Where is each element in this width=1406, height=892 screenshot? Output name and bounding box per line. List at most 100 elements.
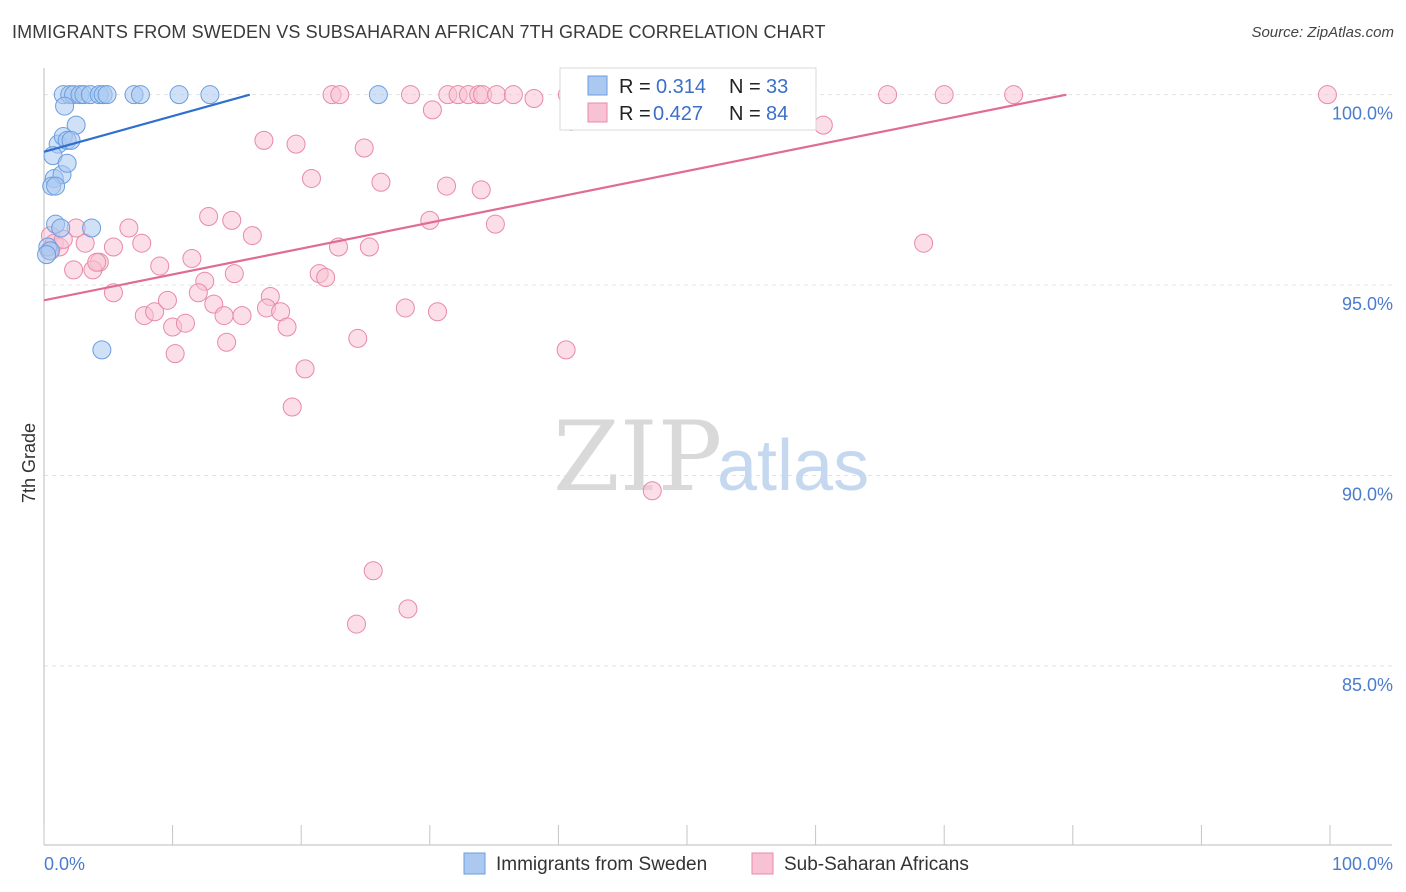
point-subsaharan [401, 85, 421, 105]
point-subsaharan [157, 290, 177, 310]
point-subsaharan [165, 344, 185, 364]
point-subsaharan [119, 218, 139, 238]
watermark-zip: ZIP [553, 401, 722, 513]
point-subsaharan [471, 180, 491, 200]
point-subsaharan [199, 207, 219, 227]
point-subsaharan [642, 481, 662, 501]
point-subsaharan [316, 267, 336, 287]
point-subsaharan [175, 313, 195, 333]
point-subsaharan [398, 599, 418, 619]
point-subsaharan [150, 256, 170, 276]
trend-line-subsaharan [43, 93, 1067, 302]
point-sweden [57, 153, 77, 173]
point-subsaharan [437, 176, 457, 196]
point-subsaharan [395, 298, 415, 318]
legend-swatch-subsaharan [587, 102, 608, 123]
point-subsaharan [182, 248, 202, 268]
legend-r-label-subsaharan: R = [619, 103, 651, 125]
point-subsaharan [188, 283, 208, 303]
axes [43, 68, 1392, 846]
point-subsaharan [295, 359, 315, 379]
tick-labels: 85.0% 90.0% 95.0% 100.0% 0.0% 100.0% [44, 104, 1393, 874]
point-subsaharan [485, 214, 505, 234]
y-tick-label: 95.0% [1342, 294, 1393, 314]
point-subsaharan [145, 302, 165, 322]
gridlines [44, 94, 1392, 667]
y-tick-label: 85.0% [1342, 675, 1393, 695]
trend-line-sweden [43, 93, 251, 153]
chart-title: IMMIGRANTS FROM SWEDEN VS SUBSAHARAN AFR… [12, 22, 826, 42]
point-sweden [46, 176, 66, 196]
point-sweden [55, 96, 75, 116]
point-sweden [169, 85, 189, 105]
bottom-legend-swatch-subsaharan [751, 852, 774, 875]
point-sweden [97, 85, 117, 105]
point-sweden [37, 245, 57, 265]
chart-source: Source: ZipAtlas.com [1251, 24, 1394, 41]
point-subsaharan [301, 168, 321, 188]
point-subsaharan [371, 172, 391, 192]
point-subsaharan [254, 130, 274, 150]
bottom-legend-label-subsaharan: Sub-Saharan Africans [784, 854, 969, 875]
y-tick-label: 90.0% [1342, 485, 1393, 505]
point-subsaharan [330, 85, 350, 105]
legend-n-value-sweden: 33 [766, 76, 788, 98]
series-subsaharan [39, 85, 1337, 634]
point-subsaharan [503, 85, 523, 105]
watermark: ZIP atlas [553, 401, 869, 513]
legend-r-value-subsaharan: 0.427 [653, 103, 703, 125]
point-subsaharan [422, 100, 442, 120]
scatter-points [37, 85, 1337, 634]
point-subsaharan [286, 134, 306, 154]
legend-swatch-sweden [587, 75, 608, 96]
bottom-legend-swatch-sweden [463, 852, 486, 875]
trend-lines [43, 93, 1067, 302]
y-axis-label: 7th Grade [19, 423, 39, 503]
point-subsaharan [348, 328, 368, 348]
point-subsaharan [224, 264, 244, 284]
point-subsaharan [556, 340, 576, 360]
y-tick-label: 100.0% [1332, 104, 1393, 124]
point-subsaharan [524, 88, 544, 108]
point-subsaharan [282, 397, 302, 417]
point-subsaharan [428, 302, 448, 322]
point-subsaharan [354, 138, 374, 158]
point-subsaharan [87, 252, 107, 272]
point-subsaharan [242, 226, 262, 246]
point-sweden [200, 85, 220, 105]
point-subsaharan [1317, 85, 1337, 105]
point-subsaharan [217, 332, 237, 352]
point-subsaharan [64, 260, 84, 280]
point-subsaharan [878, 85, 898, 105]
x-tick-label-max: 100.0% [1332, 854, 1393, 874]
legend-n-label-subsaharan: N = [729, 103, 761, 125]
point-sweden [51, 218, 71, 238]
x-tick-label-min: 0.0% [44, 854, 85, 874]
point-sweden [92, 340, 112, 360]
legend-r-label-sweden: R = [619, 76, 651, 98]
point-subsaharan [1004, 85, 1024, 105]
point-sweden [130, 85, 150, 105]
point-subsaharan [222, 210, 242, 230]
stats-legend: R = 0.314 N = 33 R = 0.427 N = 84 [559, 67, 817, 131]
point-subsaharan [232, 306, 252, 326]
point-subsaharan [934, 85, 954, 105]
point-subsaharan [914, 233, 934, 253]
point-sweden [368, 85, 388, 105]
legend-n-label-sweden: N = [729, 76, 761, 98]
point-subsaharan [346, 614, 366, 634]
point-subsaharan [103, 237, 123, 257]
point-subsaharan [363, 561, 383, 581]
point-subsaharan [813, 115, 833, 135]
point-sweden [82, 218, 102, 238]
point-subsaharan [132, 233, 152, 253]
legend-n-value-subsaharan: 84 [766, 103, 788, 125]
point-subsaharan [487, 85, 507, 105]
point-subsaharan [277, 317, 297, 337]
watermark-atlas: atlas [717, 426, 869, 506]
legend-r-value-sweden: 0.314 [656, 76, 706, 98]
bottom-legend-label-sweden: Immigrants from Sweden [496, 854, 707, 875]
series-legend: Immigrants from Sweden Sub-Saharan Afric… [463, 852, 969, 875]
point-subsaharan [214, 306, 234, 326]
